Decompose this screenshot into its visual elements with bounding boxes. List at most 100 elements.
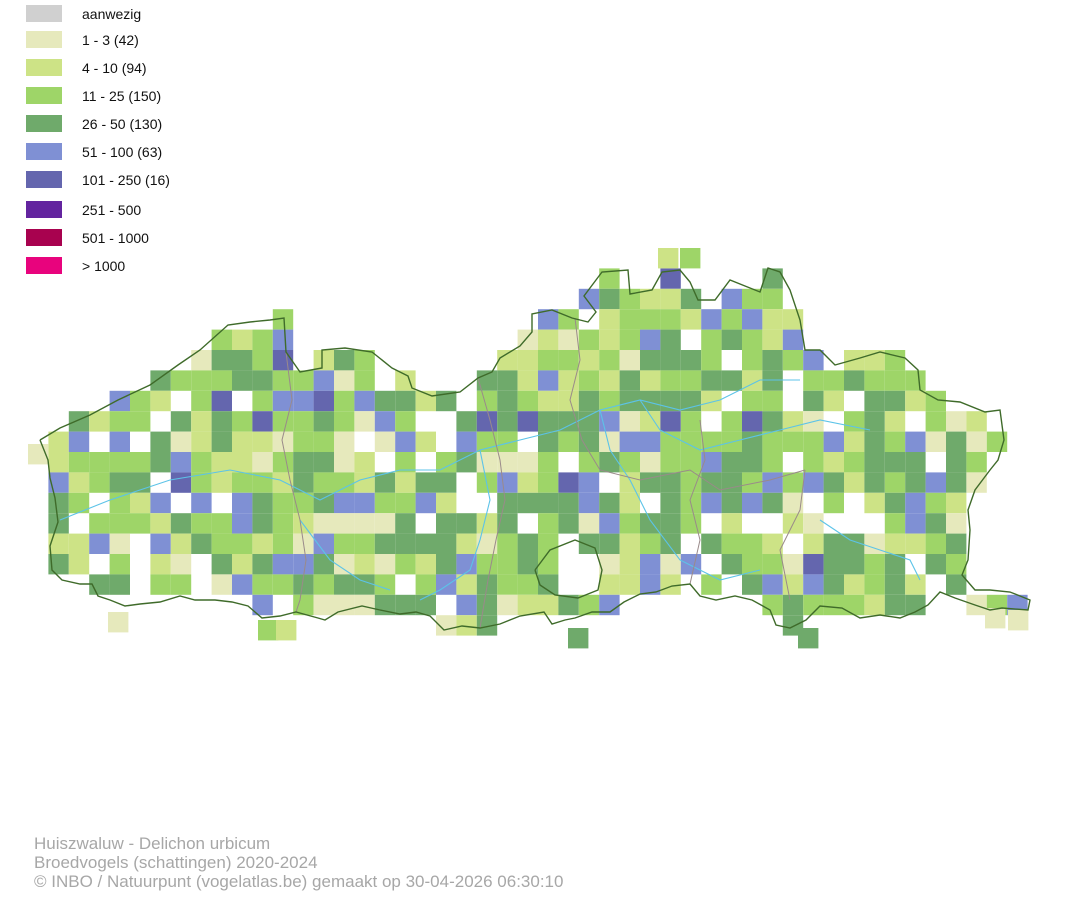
- grid-cell: [803, 390, 824, 412]
- grid-cell: [293, 472, 314, 493]
- grid-cell: [538, 370, 559, 391]
- grid-cell: [150, 452, 171, 473]
- grid-cell: [354, 554, 375, 575]
- grid-cell: [823, 431, 844, 452]
- grid-cell: [762, 533, 783, 554]
- grid-cell: [170, 513, 192, 534]
- grid-cell: [538, 594, 559, 616]
- grid-cell: [823, 390, 844, 412]
- grid-cell: [293, 431, 314, 452]
- legend-item: 1 - 3 (42): [26, 31, 266, 49]
- river: [819, 519, 921, 581]
- grid-cell: [803, 533, 824, 554]
- river: [299, 519, 391, 591]
- grid-cell: [48, 472, 69, 493]
- legend-label: 11 - 25 (150): [82, 88, 162, 104]
- grid-cell: [742, 452, 763, 473]
- legend-swatch: [26, 201, 62, 218]
- grid-cell: [823, 492, 844, 514]
- grid-cell: [701, 329, 722, 350]
- grid-cell: [456, 411, 477, 432]
- grid-cell: [762, 574, 783, 595]
- grid-cell: [762, 329, 783, 350]
- grid-cell: [619, 452, 640, 473]
- grid-cell: [798, 628, 819, 649]
- grid-cell: [130, 492, 151, 514]
- grid-cell: [660, 431, 681, 452]
- grid-cell: [211, 431, 232, 452]
- rivers: [59, 379, 921, 601]
- grid-cell: [762, 268, 783, 289]
- grid-cell: [334, 513, 355, 534]
- grid-cell: [640, 574, 661, 595]
- grid-cell: [578, 350, 600, 371]
- grid-cell: [640, 329, 661, 350]
- grid-cell: [517, 574, 538, 595]
- grid-cell: [680, 248, 701, 269]
- grid-cell: [782, 554, 804, 575]
- grid-cell: [538, 411, 559, 432]
- grid-cell: [762, 431, 783, 452]
- grid-cell: [150, 513, 171, 534]
- grid-cell: [354, 574, 375, 595]
- grid-cell: [48, 554, 69, 575]
- grid-cell: [844, 431, 865, 452]
- legend-label: > 1000: [82, 258, 126, 274]
- grid-cell: [966, 431, 987, 452]
- legend-item: aanwezig: [26, 5, 266, 23]
- grid-cell: [68, 472, 90, 493]
- grid-cell: [313, 574, 334, 595]
- grid-cell: [925, 513, 946, 534]
- grid-cell: [619, 574, 640, 595]
- grid-cell: [946, 492, 967, 514]
- grid-cell: [313, 390, 334, 412]
- grid-cell: [844, 452, 865, 473]
- grid-cell: [272, 452, 294, 473]
- grid-cell: [701, 574, 722, 595]
- grid-cell: [599, 452, 620, 473]
- grid-cell: [109, 554, 130, 575]
- legend-item: 26 - 50 (130): [26, 115, 266, 133]
- grid-cell: [68, 492, 90, 514]
- grid-cell: [293, 452, 314, 473]
- grid-cell: [538, 472, 559, 493]
- grid-cell: [640, 350, 661, 371]
- grid-cell: [599, 268, 620, 289]
- grid-cell: [354, 594, 375, 616]
- grid-cell: [721, 309, 742, 330]
- grid-cell: [844, 574, 865, 595]
- grid-cell: [150, 370, 171, 391]
- grid-cell: [130, 452, 151, 473]
- grid-cell: [334, 390, 355, 412]
- grid-cell: [109, 390, 130, 412]
- legend-item: 501 - 1000: [26, 229, 266, 247]
- grid-cell: [232, 472, 253, 493]
- grid-cell: [293, 492, 314, 514]
- grid-cell: [354, 350, 375, 371]
- province-borders: [281, 317, 806, 629]
- grid-cell: [966, 411, 987, 432]
- grid-cell: [130, 390, 151, 412]
- grid-cell: [476, 370, 498, 391]
- grid-cell: [660, 513, 681, 534]
- river: [419, 449, 491, 601]
- grid-cell: [742, 472, 763, 493]
- grid-cell: [476, 452, 498, 473]
- grid-cell: [803, 350, 824, 371]
- grid-cell: [68, 533, 90, 554]
- legend-item: 11 - 25 (150): [26, 87, 266, 105]
- grid-cell: [456, 574, 477, 595]
- grid-cell: [742, 370, 763, 391]
- grid-cell: [680, 309, 702, 330]
- grid-cell: [578, 452, 600, 473]
- grid-cell: [619, 513, 640, 534]
- grid-cell: [476, 390, 498, 412]
- grid-cell: [558, 411, 579, 432]
- grid-cell: [578, 370, 600, 391]
- grid-cell: [599, 411, 620, 432]
- grid-cell: [497, 431, 518, 452]
- grid-cell: [252, 452, 273, 473]
- grid-cell: [966, 452, 987, 473]
- grid-cell: [89, 411, 110, 432]
